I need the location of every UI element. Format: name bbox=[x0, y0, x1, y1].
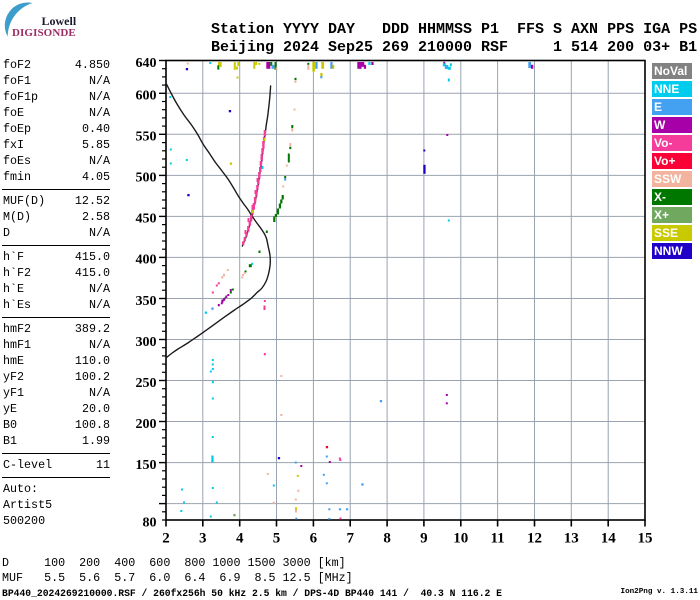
svg-text:600: 600 bbox=[136, 89, 157, 104]
svg-text:400: 400 bbox=[136, 253, 157, 268]
svg-text:300: 300 bbox=[136, 335, 157, 350]
svg-text:150: 150 bbox=[136, 458, 157, 473]
svg-text:200: 200 bbox=[136, 417, 157, 432]
svg-text:14: 14 bbox=[601, 531, 617, 547]
svg-text:5: 5 bbox=[273, 531, 281, 547]
svg-text:11: 11 bbox=[491, 531, 505, 547]
svg-text:3: 3 bbox=[199, 531, 207, 547]
svg-text:550: 550 bbox=[136, 130, 157, 145]
svg-text:500: 500 bbox=[136, 171, 157, 186]
svg-text:9: 9 bbox=[420, 531, 428, 547]
svg-text:Lowell: Lowell bbox=[42, 14, 77, 28]
svg-text:250: 250 bbox=[136, 376, 157, 391]
svg-text:450: 450 bbox=[136, 212, 157, 227]
svg-text:7: 7 bbox=[346, 531, 354, 547]
svg-text:350: 350 bbox=[136, 294, 157, 309]
svg-text:2: 2 bbox=[162, 531, 170, 547]
svg-text:10: 10 bbox=[453, 531, 468, 547]
svg-text:13: 13 bbox=[564, 531, 579, 547]
svg-text:4: 4 bbox=[236, 531, 244, 547]
svg-text:8: 8 bbox=[383, 531, 391, 547]
svg-text:640: 640 bbox=[136, 56, 157, 71]
svg-text:80: 80 bbox=[143, 515, 157, 530]
svg-text:DIGISONDE: DIGISONDE bbox=[12, 27, 76, 39]
svg-text:12: 12 bbox=[527, 531, 542, 547]
svg-text:15: 15 bbox=[638, 531, 653, 547]
svg-text:6: 6 bbox=[310, 531, 318, 547]
